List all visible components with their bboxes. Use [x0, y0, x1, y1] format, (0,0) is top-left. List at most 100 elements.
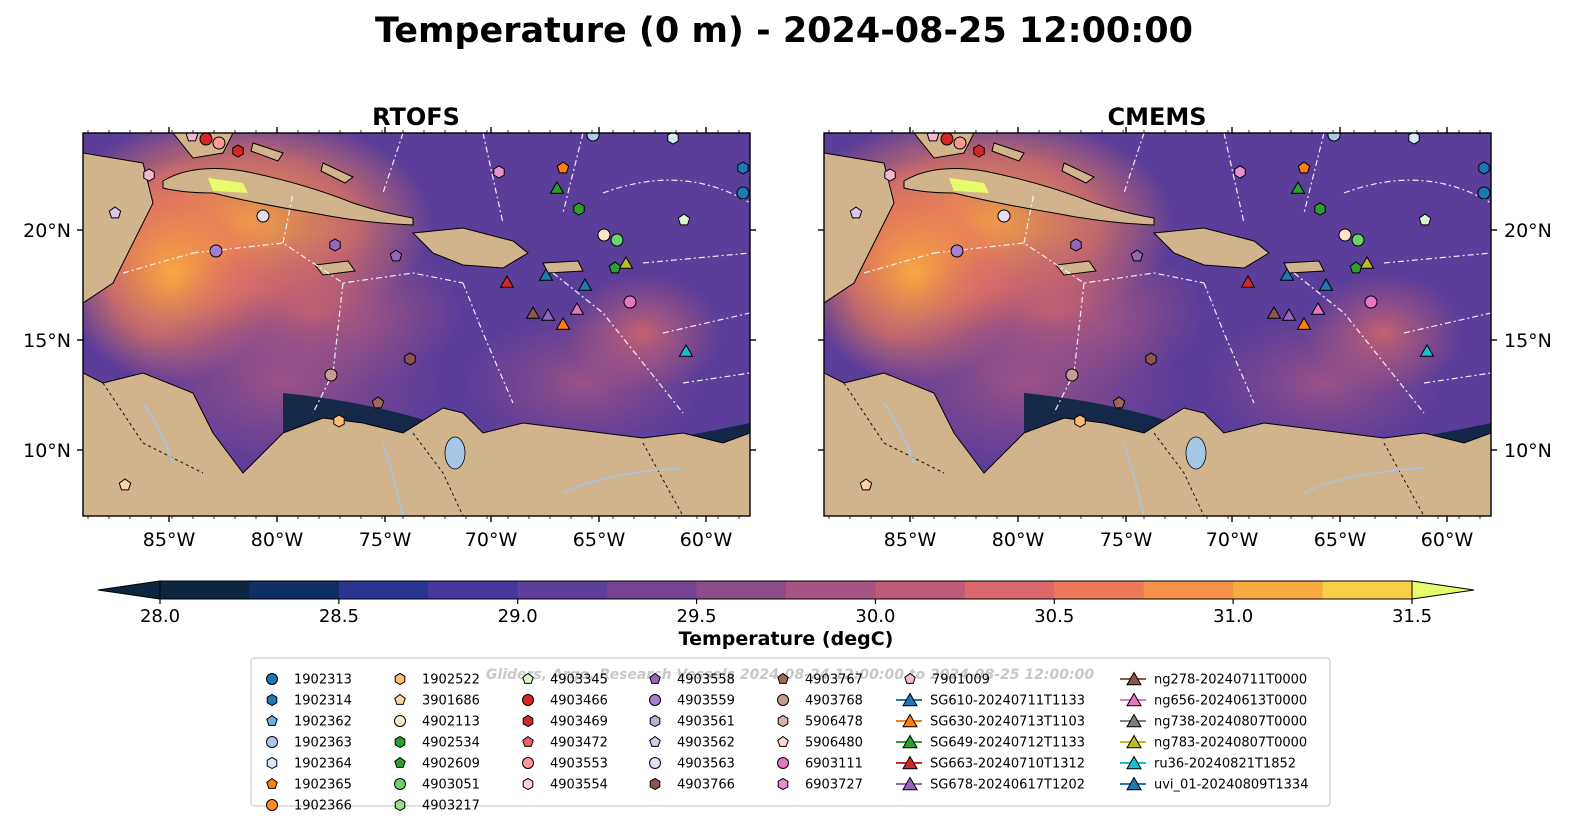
lon-tick-label: 85°W	[884, 529, 937, 551]
colorbar-extend-min	[97, 580, 161, 600]
observation-marker	[926, 133, 940, 142]
observation-marker	[371, 396, 385, 409]
observation-marker	[1359, 255, 1375, 269]
legend-marker	[649, 735, 661, 747]
legend-label: SG610-20240711T1133	[930, 694, 1085, 709]
map-axes: 20°N 15°N 10°N 85°W 80°W 75°W 70°W 65°W 60°W	[818, 127, 1552, 551]
legend-label: 7901009	[932, 673, 990, 688]
legend-label: 1902362	[294, 715, 352, 730]
legend-label: ng738-20240807T0000	[1154, 715, 1307, 730]
observation-marker	[597, 228, 611, 242]
legend-marker	[902, 755, 918, 770]
colorbar-bin	[1054, 581, 1145, 599]
observation-marker	[404, 352, 416, 366]
observation-marker	[256, 209, 270, 223]
observation-marker	[143, 168, 155, 182]
legend-marker	[649, 757, 661, 769]
legend-marker	[649, 777, 661, 791]
colorbar-bin	[1233, 581, 1324, 599]
colorbar-tick-label: 30.0	[855, 606, 895, 627]
observation-marker	[678, 343, 694, 357]
legend-label: 5906480	[805, 736, 863, 751]
lon-tick-label: 65°W	[1314, 529, 1367, 551]
legend-marker	[394, 735, 406, 749]
legend-marker	[394, 756, 406, 768]
observation-marker	[736, 186, 750, 200]
legend-label: SG649-20240712T1133	[930, 736, 1085, 751]
legend-label: 6903727	[805, 778, 863, 793]
legend-marker	[394, 715, 406, 727]
map-panel-rtofs: RTOFS 20°N 15°N 10°N 85°W 80°W 75°W 70°W 65°W 60…	[23, 103, 756, 551]
colorbar-bin	[964, 581, 1055, 599]
observation-marker	[849, 206, 863, 219]
legend-marker	[266, 799, 278, 811]
observation-marker	[859, 478, 873, 491]
observation-marker	[199, 133, 213, 146]
observation-marker	[1065, 368, 1079, 382]
lat-tick-label: 20°N	[1504, 220, 1552, 242]
legend-label: 4903469	[550, 715, 608, 730]
observation-marker	[618, 255, 634, 269]
observation-marker	[677, 213, 691, 226]
observation-marker	[1130, 249, 1144, 262]
legend-marker	[522, 735, 534, 747]
colorbar-bin	[160, 581, 250, 599]
panel-title: CMEMS	[1107, 103, 1206, 131]
colorbar-bin	[428, 581, 519, 599]
legend-label: 4903553	[550, 757, 608, 772]
observation-marker	[1349, 261, 1363, 274]
legend-marker	[777, 694, 789, 706]
legend-marker	[902, 776, 918, 791]
legend-marker	[1126, 734, 1142, 749]
observation-marker	[1477, 186, 1491, 200]
legend-label: 3901686	[422, 694, 480, 709]
legend-label: 4903345	[550, 673, 608, 688]
observation-marker	[884, 168, 896, 182]
colorbar-tick-label: 29.5	[677, 606, 717, 627]
map-axes: 20°N 15°N 10°N 85°W 80°W 75°W 70°W 65°W 60°W	[23, 127, 756, 551]
observation-markers	[849, 133, 1491, 491]
legend-marker	[266, 777, 278, 789]
panel-title: RTOFS	[372, 103, 460, 131]
legend-label: 4903561	[677, 715, 735, 730]
legend-label: SG663-20240710T1312	[930, 757, 1085, 772]
colorbar-tick-label: 31.5	[1392, 606, 1432, 627]
legend-label: 4902113	[422, 715, 480, 730]
observation-marker	[538, 267, 554, 281]
legend-marker	[649, 694, 661, 706]
observation-marker	[953, 136, 967, 150]
legend-label: 1902366	[294, 799, 352, 814]
legend-marker	[777, 672, 789, 684]
observation-marker	[577, 277, 593, 291]
observation-marker	[997, 209, 1011, 223]
legend-marker	[394, 693, 406, 705]
colorbar-tick-label: 30.5	[1034, 606, 1074, 627]
map-panel-cmems: CMEMS 20°N 15°N 10°N 85°W 80°W 75°W 70°W 65°W 60…	[818, 103, 1552, 551]
map-field	[83, 133, 750, 516]
colorbar-label: Temperature (degC)	[679, 628, 894, 650]
legend-label: 1902313	[294, 673, 352, 688]
colorbar-bin	[696, 581, 787, 599]
colorbar-bin	[607, 581, 698, 599]
colorbar-tick-label: 28.0	[140, 606, 180, 627]
lat-tick-label: 10°N	[1504, 440, 1552, 462]
map-frame	[82, 132, 751, 517]
observation-marker	[555, 316, 571, 330]
legend-marker	[522, 672, 534, 684]
observation-marker	[1290, 180, 1306, 194]
colorbar-bin	[786, 581, 876, 599]
legend-label: uvi_01-20240809T1334	[1154, 778, 1308, 793]
observation-marker	[1074, 414, 1086, 428]
legend-marker	[522, 777, 534, 791]
legend-marker	[904, 672, 916, 684]
legend-marker	[266, 693, 278, 707]
legend-label: 4903466	[550, 694, 608, 709]
observation-marker	[556, 161, 570, 174]
legend-label: ru36-20240821T1852	[1154, 757, 1296, 772]
colorbar-tick-label: 31.0	[1213, 606, 1253, 627]
legend-marker	[266, 714, 278, 726]
observation-marker	[389, 249, 403, 262]
legend-label: 4903051	[422, 778, 480, 793]
observation-marker	[1112, 396, 1126, 409]
legend-marker	[394, 672, 406, 686]
